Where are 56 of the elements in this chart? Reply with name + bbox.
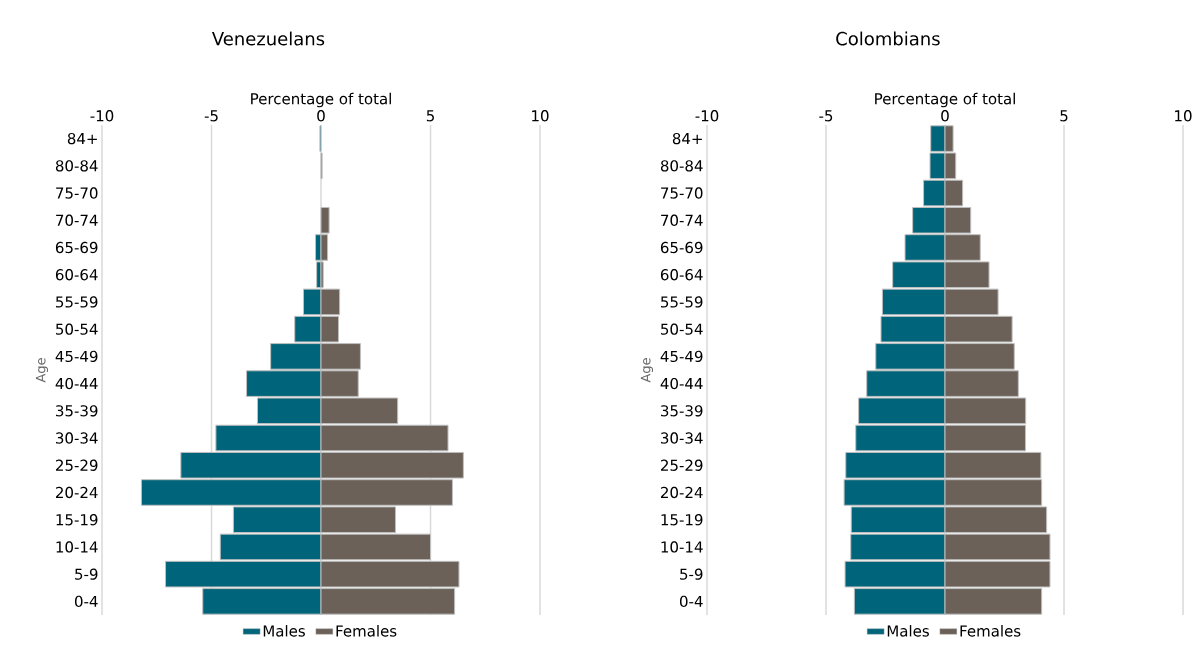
y-tick-label: 35-39: [56, 405, 98, 417]
x-tick-label: 0: [941, 110, 949, 122]
y-tick-label: 5-9: [75, 568, 98, 580]
y-tick-label: 60-64: [55, 269, 98, 281]
legend-label: Females: [960, 625, 1021, 637]
y-tick-label: 15-19: [661, 514, 703, 526]
legend-label: Males: [263, 625, 305, 637]
y-tick-label: 45-49: [660, 350, 703, 363]
x-tick-label: 5: [1060, 110, 1068, 122]
y-tick-label: 84+: [672, 132, 702, 145]
x-axis-title: Percentage of total: [251, 92, 391, 108]
y-tick-label: 60-64: [660, 269, 703, 281]
y-tick-label: 50-54: [56, 323, 98, 335]
y-tick-label: 25-29: [56, 459, 98, 471]
x-tick-label: -10: [90, 110, 114, 122]
y-tick-label: 25-29: [661, 459, 703, 471]
y-tick-label: 40-44: [55, 377, 98, 390]
y-tick-label: 0-4: [74, 595, 98, 608]
y-tick-label: 70-74: [56, 214, 98, 226]
y-tick-label: 55-59: [661, 296, 703, 308]
y-tick-label: 75-70: [661, 187, 703, 199]
chart-title: Colombians: [836, 31, 940, 46]
y-tick-label: 45-49: [55, 350, 98, 363]
y-tick-label: 84+: [67, 132, 97, 145]
y-tick-label: 80-84: [660, 160, 703, 172]
y-tick-label: 20-24: [661, 486, 703, 499]
x-tick-label: 10: [532, 110, 549, 122]
y-tick-label: 65-69: [660, 241, 703, 254]
y-axis-title: Age: [640, 358, 654, 383]
chart-title: Venezuelans: [211, 31, 325, 46]
y-tick-label: 10-14: [56, 541, 98, 553]
y-tick-label: 75-70: [56, 187, 98, 199]
x-axis-title: Percentage of total: [875, 92, 1015, 108]
y-tick-label: 70-74: [661, 214, 703, 226]
y-tick-label: 30-34: [56, 432, 98, 444]
x-tick-label: -10: [695, 110, 719, 122]
legend-label: Females: [336, 625, 397, 637]
x-tick-label: 5: [426, 110, 434, 122]
legend-label: Males: [887, 625, 929, 637]
y-tick-label: 35-39: [661, 405, 703, 417]
y-tick-label: 0-4: [679, 595, 703, 608]
y-tick-label: 40-44: [660, 377, 703, 390]
y-tick-label: 55-59: [56, 296, 98, 308]
x-tick-label: 10: [1175, 110, 1192, 122]
y-tick-label: 65-69: [55, 241, 98, 254]
y-tick-label: 15-19: [56, 514, 98, 526]
y-tick-label: 30-34: [661, 432, 703, 444]
x-tick-label: 0: [317, 110, 325, 122]
x-tick-label: -5: [204, 110, 218, 122]
y-tick-label: 5-9: [680, 568, 703, 580]
x-tick-label: -5: [819, 110, 833, 122]
y-tick-label: 20-24: [56, 486, 98, 499]
y-tick-label: 50-54: [661, 323, 703, 335]
y-tick-label: 80-84: [55, 160, 98, 172]
y-axis-title: Age: [35, 358, 49, 383]
y-tick-label: 10-14: [661, 541, 703, 553]
